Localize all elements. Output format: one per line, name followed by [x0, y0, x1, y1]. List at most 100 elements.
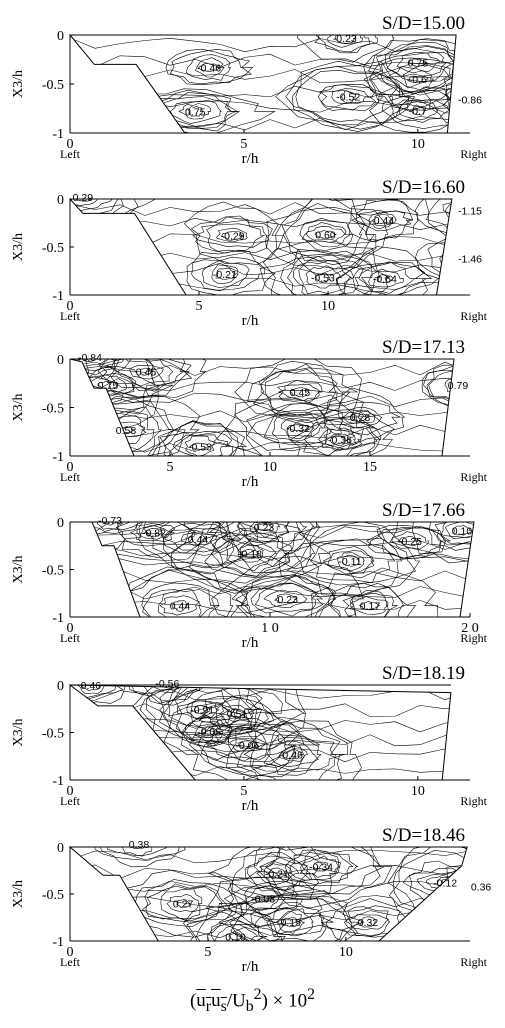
contour-line [389, 847, 468, 919]
contour-line [368, 524, 446, 559]
contour-line [70, 525, 471, 539]
y-tick-label: -1 [52, 774, 64, 789]
contour-line [141, 885, 226, 922]
contour-line [229, 890, 360, 941]
contour-line [254, 582, 319, 617]
contour-line [397, 536, 421, 546]
contour-label: 0.38 [129, 839, 150, 851]
contour-line [278, 522, 421, 596]
contour-line [70, 688, 451, 703]
contour-line [98, 847, 181, 868]
contour-line [142, 589, 220, 617]
left-label: Left [60, 147, 81, 161]
contour-line [368, 211, 397, 230]
y-tick-label: 0 [57, 679, 64, 694]
contour-line [336, 262, 440, 295]
contour-line [163, 685, 307, 752]
contour-label: -0.46 [197, 62, 221, 74]
contour-line [70, 359, 119, 376]
contour-line [426, 360, 454, 408]
x-tick-label: 0 [67, 621, 74, 636]
contour-line [206, 216, 266, 252]
contour-label: -0.25 [398, 536, 422, 548]
contour-line [363, 45, 457, 112]
domain-boundary [70, 521, 475, 618]
contour-label: 0.23 [254, 522, 275, 534]
contour-label: -0.23 [333, 33, 357, 45]
contour-line [211, 530, 291, 577]
contour-line [351, 411, 369, 423]
y-tick-label: -1 [52, 127, 64, 142]
y-tick-label: -1 [52, 611, 64, 626]
contour-line [218, 894, 365, 941]
contour-line [340, 90, 356, 103]
contour-line [131, 685, 205, 706]
contour-line [305, 265, 342, 289]
contour-line [259, 254, 390, 295]
contour-line [79, 522, 139, 532]
contour-line [226, 534, 278, 572]
y-tick-label: 0 [57, 29, 64, 44]
caption-u2: u [211, 990, 221, 1012]
contour-label: 0.17 [360, 601, 381, 613]
contour-line [215, 695, 258, 730]
contour-line [312, 35, 378, 53]
panel-title: S/D=18.19 [382, 663, 465, 684]
contour-line [334, 35, 357, 44]
contour-line [386, 47, 448, 77]
y-tick-label: -0.5 [42, 564, 64, 579]
contour-label: -0.52 [336, 92, 360, 104]
contour-line [223, 885, 304, 911]
contour-line [186, 251, 276, 295]
x-tick-label: 1 0 [261, 621, 279, 636]
contour-label: -1.15 [458, 206, 482, 218]
contour-line [389, 522, 474, 564]
contour-line [205, 876, 323, 928]
y-tick-label: -1 [52, 450, 64, 465]
y-tick-label: -0.5 [42, 241, 64, 256]
contour-line [184, 716, 234, 747]
contour-line [70, 849, 468, 865]
contour-line [259, 847, 385, 895]
contour-line [298, 255, 353, 295]
y-tick-label: 0 [57, 353, 64, 368]
contour-line [263, 734, 322, 776]
contour-line [70, 116, 457, 131]
contour-line [230, 708, 246, 719]
y-tick-label: -0.5 [42, 402, 64, 417]
x-tick-label: 5 [240, 137, 247, 152]
contour-lines [70, 359, 454, 456]
x-tick-label: 5 [240, 784, 247, 799]
x-axis-label: r/h [242, 474, 259, 490]
contour-line [414, 199, 452, 237]
contour-line [139, 685, 198, 702]
contour-line [227, 870, 298, 928]
contour-label: 0.60 [315, 230, 336, 242]
domain-boundary [69, 358, 455, 457]
contour-line [358, 261, 416, 294]
contour-line [287, 253, 364, 295]
contour-line [392, 849, 468, 916]
colorbar-caption: (urus/Ub2) × 102 [0, 986, 505, 1016]
contour-line [428, 367, 454, 404]
contour-label: -0.32 [286, 423, 310, 435]
contour-line [116, 359, 174, 387]
contour-line [70, 685, 131, 705]
contour-line [70, 540, 471, 554]
panel-title: S/D=17.13 [382, 337, 465, 358]
contour-line [349, 914, 389, 931]
contour-line [129, 364, 164, 380]
panel-title: S/D=15.00 [382, 13, 465, 34]
contour-line [70, 247, 452, 262]
contour-label: -0.53 [311, 273, 335, 285]
contour-line [139, 367, 153, 376]
contour-line [358, 600, 381, 610]
caption-sup-2b: 2 [307, 986, 316, 1003]
contour-line [73, 199, 94, 202]
contour-line [172, 434, 229, 456]
x-tick-label: 0 [67, 784, 74, 799]
contour-line [130, 847, 150, 850]
contour-line [70, 685, 117, 700]
